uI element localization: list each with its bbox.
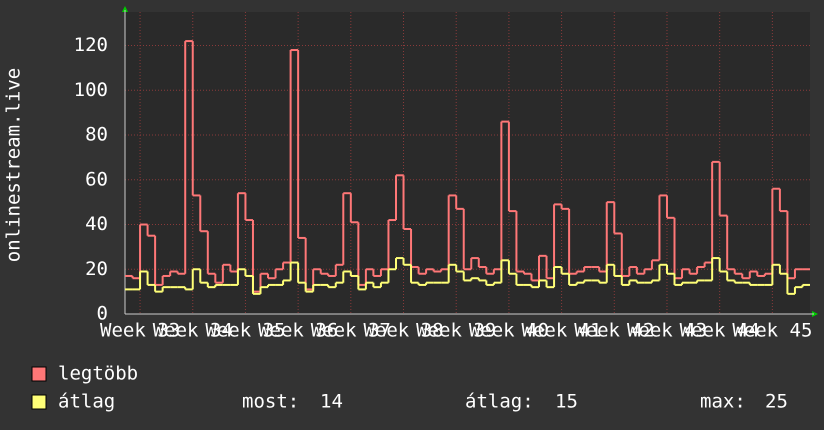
x-tick-label: Week 45 (732, 320, 812, 342)
x-tick-label: Week 37 (311, 320, 391, 342)
x-tick-label: Week 38 (363, 320, 443, 342)
stat-label: átlag: (465, 391, 534, 413)
x-tick-label: Week 33 (100, 320, 180, 342)
stat-value: 25 (765, 391, 788, 413)
x-tick-label: Week 39 (416, 320, 496, 342)
legend-label: átlag (58, 391, 115, 413)
y-tick-label: 100 (74, 79, 108, 101)
stat-value: 14 (320, 391, 343, 413)
y-tick-label: 80 (85, 124, 108, 146)
axis-arrow (812, 311, 818, 317)
x-tick-label: Week 41 (522, 320, 602, 342)
x-tick-label: Week 44 (680, 320, 760, 342)
y-tick-label: 20 (85, 258, 108, 280)
x-tick-label: Week 40 (469, 320, 549, 342)
legend-swatch (31, 394, 47, 410)
y-tick-label: 60 (85, 168, 108, 190)
x-tick-label: Week 34 (153, 320, 233, 342)
x-tick-label: Week 35 (205, 320, 285, 342)
legend-label: legtöbb (58, 363, 138, 385)
x-tick-label: Week 36 (258, 320, 338, 342)
x-tick-label: Week 42 (574, 320, 654, 342)
x-tick-label: Week 43 (627, 320, 707, 342)
axis-arrow (122, 6, 128, 12)
stat-label: most: (242, 391, 299, 413)
y-tick-label: 40 (85, 213, 108, 235)
plot-area (125, 12, 810, 314)
legend-swatch (31, 366, 47, 382)
stat-label: max: (700, 391, 746, 413)
stat-value: 15 (555, 391, 578, 413)
y-tick-label: 0 (97, 303, 108, 325)
y-axis-label: onlinestream.live (3, 68, 25, 262)
y-tick-label: 120 (74, 34, 108, 56)
